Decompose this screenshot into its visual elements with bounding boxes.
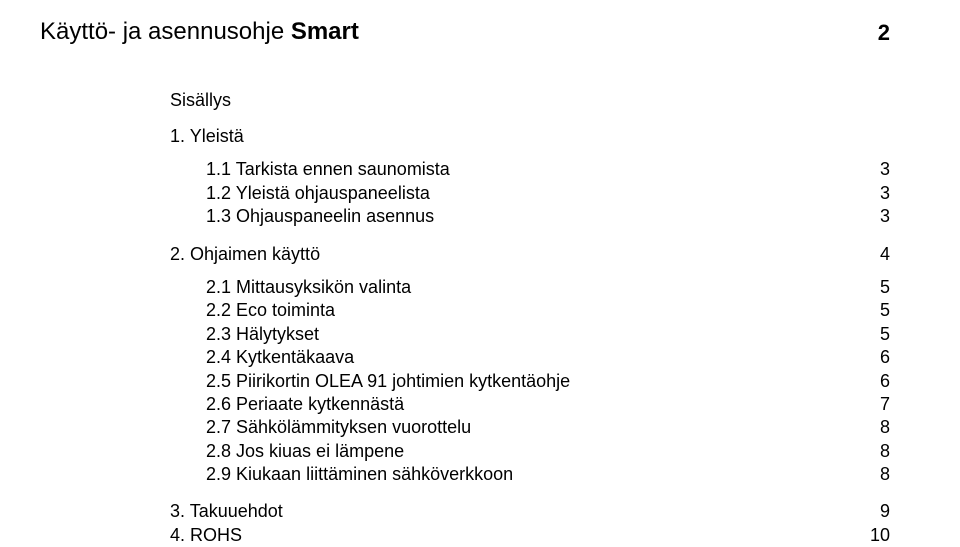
- toc-section-page: 4: [880, 243, 890, 266]
- toc-sub-item: 2.8 Jos kiuas ei lämpene 8: [206, 440, 890, 463]
- toc-sub-block: 1.1 Tarkista ennen saunomista31.2 Yleist…: [170, 158, 890, 228]
- toc-sub-page: 8: [880, 463, 890, 486]
- toc-body: 1. Yleistä 1.1 Tarkista ennen saunomista 3…: [170, 125, 890, 547]
- toc-sub-label: 2.9 Kiukaan liittäminen sähköverkkoon: [206, 463, 513, 486]
- toc-section-page: 9: [880, 500, 890, 523]
- toc-section-page: 10: [870, 524, 890, 547]
- toc-sub-page: 6: [880, 370, 890, 393]
- header-title-prefix: Käyttö- ja asennusohje: [40, 18, 291, 45]
- toc-sub-item: 1.1 Tarkista ennen saunomista 3: [206, 158, 890, 181]
- toc-sub-page: 5: [880, 323, 890, 346]
- toc-sub-page: 3: [880, 158, 890, 181]
- toc-sub-label: 2.5 Piirikortin OLEA 91 johtimien kytken…: [206, 370, 570, 393]
- header-title-bold: Smart: [291, 18, 359, 45]
- toc-section: 1. Yleistä: [170, 125, 890, 148]
- toc-section-label: 3. Takuuehdot: [170, 500, 283, 523]
- toc-sub-item: 2.4 Kytkentäkaava 6: [206, 346, 890, 369]
- toc-sub-label: 2.1 Mittausyksikön valinta: [206, 276, 411, 299]
- toc-sub-page: 3: [880, 205, 890, 228]
- toc-sub-item: 2.2 Eco toiminta 5: [206, 299, 890, 322]
- toc-sub-block: 2.1 Mittausyksikön valinta52.2 Eco toimi…: [170, 276, 890, 487]
- toc-sub-label: 1.2 Yleistä ohjauspaneelista: [206, 182, 430, 205]
- toc-sub-label: 2.3 Hälytykset: [206, 323, 319, 346]
- toc-sub-page: 8: [880, 416, 890, 439]
- toc-sub-label: 2.2 Eco toiminta: [206, 299, 335, 322]
- toc-sub-item: 1.2 Yleistä ohjauspaneelista 3: [206, 182, 890, 205]
- toc-sub-page: 7: [880, 393, 890, 416]
- toc-sub-item: 2.3 Hälytykset 5: [206, 323, 890, 346]
- toc-sub-label: 2.4 Kytkentäkaava: [206, 346, 354, 369]
- toc-sub-item: 2.9 Kiukaan liittäminen sähköverkkoon 8: [206, 463, 890, 486]
- toc-section: 2. Ohjaimen käyttö 4: [170, 243, 890, 266]
- toc-section: 3. Takuuehdot 9: [170, 500, 890, 523]
- document-header: Käyttö- ja asennusohje Smart: [40, 18, 359, 46]
- toc-sub-label: 2.8 Jos kiuas ei lämpene: [206, 440, 404, 463]
- toc-sub-page: 5: [880, 299, 890, 322]
- toc-sub-item: 2.6 Periaate kytkennästä 7: [206, 393, 890, 416]
- toc-section-label: 2. Ohjaimen käyttö: [170, 243, 320, 266]
- toc-heading: Sisällys: [170, 90, 890, 111]
- toc-sub-item: 2.5 Piirikortin OLEA 91 johtimien kytken…: [206, 370, 890, 393]
- toc-sub-item: 1.3 Ohjauspaneelin asennus 3: [206, 205, 890, 228]
- toc-sub-item: 2.7 Sähkölämmityksen vuorottelu 8: [206, 416, 890, 439]
- header-title: Käyttö- ja asennusohje Smart: [40, 18, 359, 45]
- toc-content: Sisällys 1. Yleistä 1.1 Tarkista ennen sa…: [170, 90, 890, 547]
- toc-section-label: 1. Yleistä: [170, 125, 244, 148]
- toc-sub-page: 8: [880, 440, 890, 463]
- toc-section-label: 4. ROHS: [170, 524, 242, 547]
- toc-section: 4. ROHS 10: [170, 524, 890, 547]
- toc-sub-label: 1.1 Tarkista ennen saunomista: [206, 158, 450, 181]
- toc-sub-label: 2.6 Periaate kytkennästä: [206, 393, 404, 416]
- toc-sub-page: 3: [880, 182, 890, 205]
- toc-sub-label: 1.3 Ohjauspaneelin asennus: [206, 205, 434, 228]
- toc-sub-label: 2.7 Sähkölämmityksen vuorottelu: [206, 416, 471, 439]
- page-number: 2: [878, 20, 890, 46]
- toc-sub-item: 2.1 Mittausyksikön valinta 5: [206, 276, 890, 299]
- toc-sub-page: 5: [880, 276, 890, 299]
- toc-sub-page: 6: [880, 346, 890, 369]
